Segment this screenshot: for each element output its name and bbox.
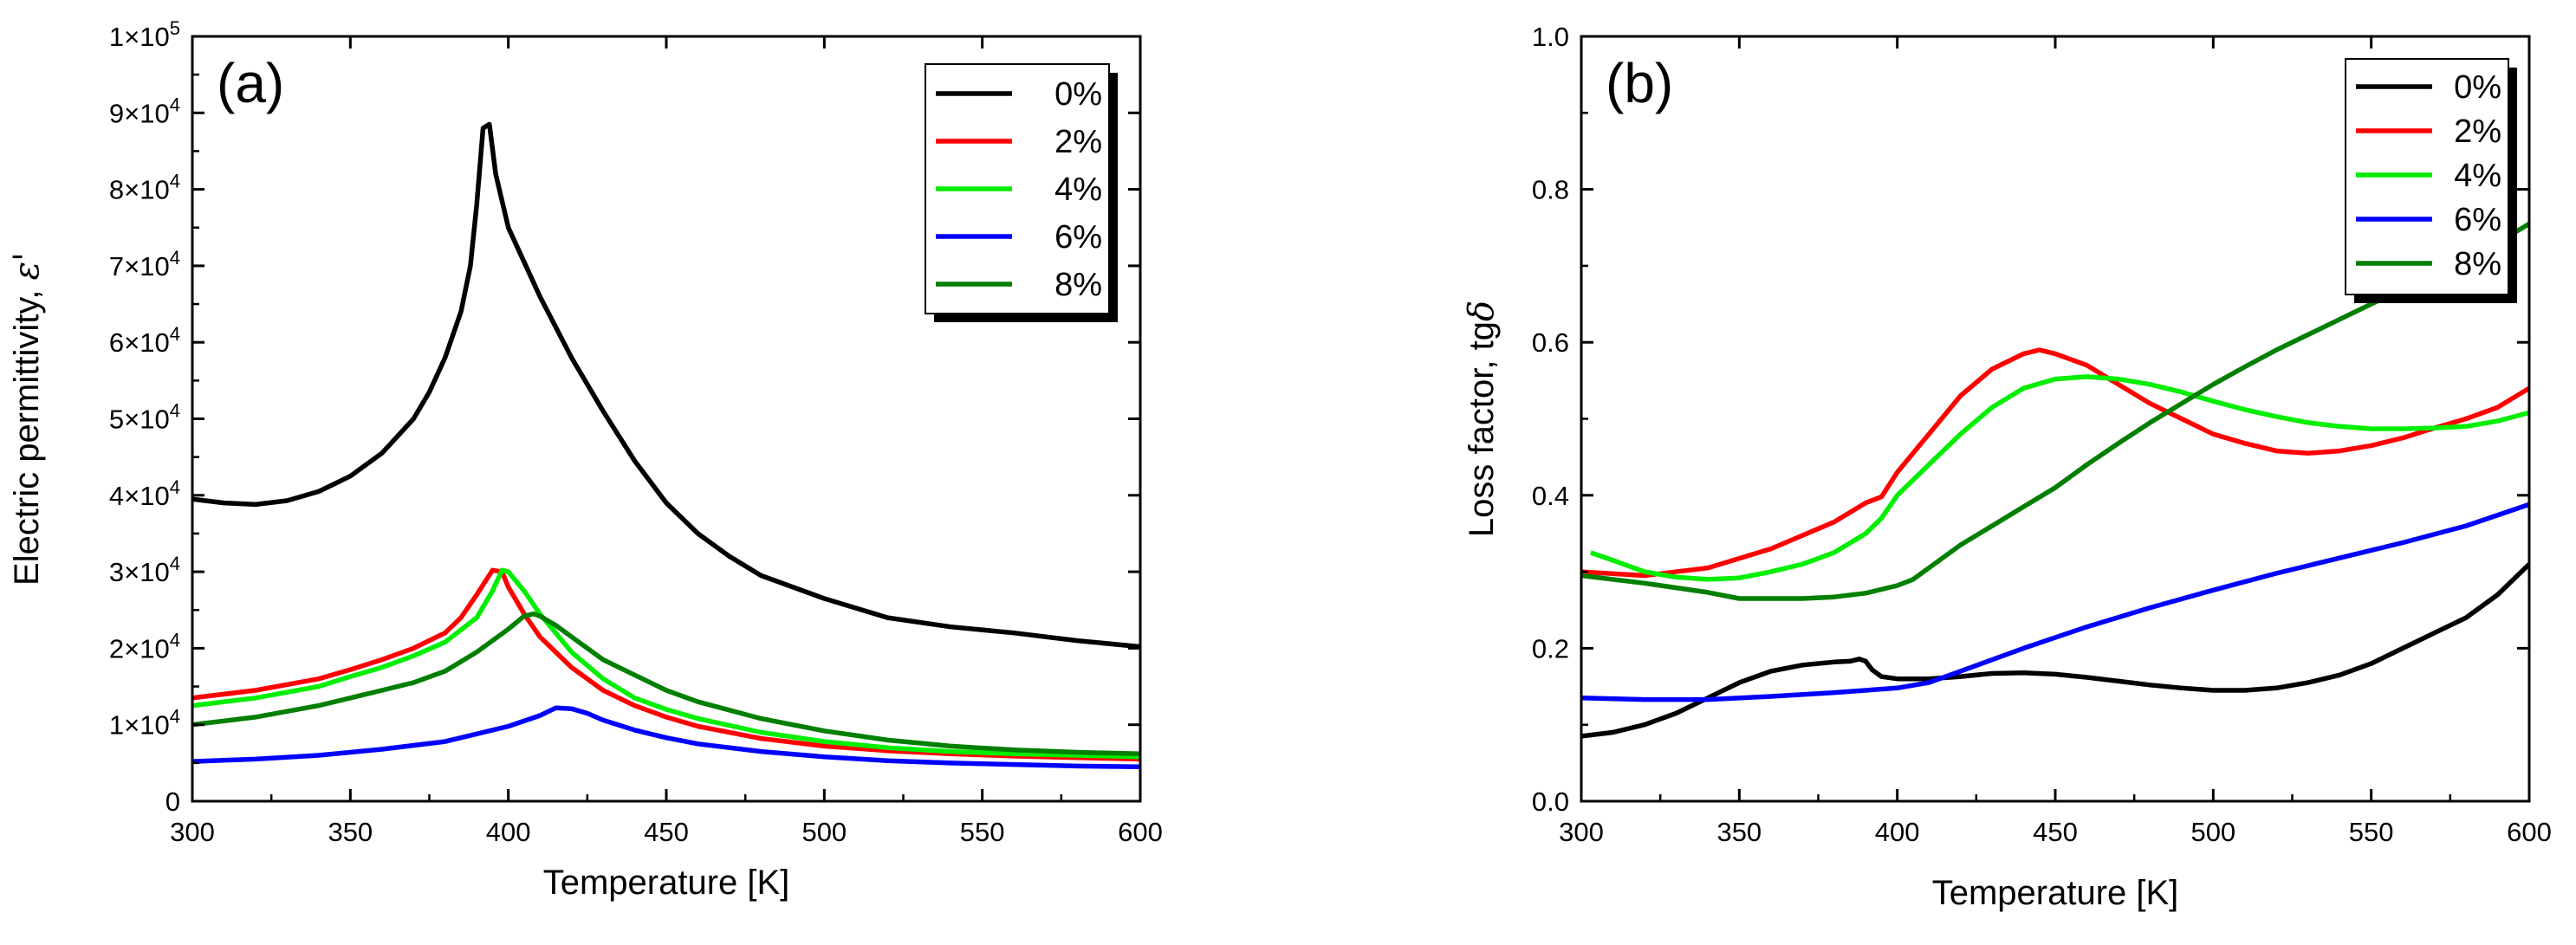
y-tick-label: 3×104 [109,553,180,587]
x-tick-label: 450 [644,817,689,847]
legend-label: 8% [2454,246,2501,282]
y-axis-title: Loss factor, tgδ [1462,301,1502,537]
legend: 0% 2% 4% 6% 8% [2345,58,2517,303]
series-group [192,121,1140,770]
x-tick-label: 600 [2507,817,2552,847]
y-tick-label: 0.6 [1532,327,1569,358]
legend-label: 0% [1054,76,1102,113]
y-tick-label: 6×104 [109,323,180,358]
series-line-8pct [192,611,1140,757]
x-tick-label: 300 [170,817,215,847]
series-group [1581,221,2529,739]
legend-label: 6% [2454,202,2501,238]
x-tick-label: 350 [328,817,373,847]
x-tick-label: 550 [960,817,1005,847]
y-tick-label: 7×104 [109,247,180,282]
y-tick-label: 0.4 [1532,481,1569,511]
x-tick-label: 350 [1716,817,1762,847]
x-axis-title: Temperature [K] [543,864,790,902]
series-line-2pct [1581,347,2529,579]
x-axis-title: Temperature [K] [1932,874,2179,912]
series-line-0pct [1581,562,2529,739]
series-line-4pct [192,567,1140,760]
x-tick-label: 400 [1875,817,1920,847]
y-tick-label: 0.8 [1532,175,1569,205]
y-tick-label: 1×104 [109,706,180,741]
legend-label: 0% [2454,69,2501,106]
x-tick-label: 500 [801,817,847,847]
chart-panel-b: 300 350 400 450 500 550 600 0.0 0.2 0.4 0.6 0.8 1.0 (… [1462,22,2552,912]
series-line-0pct [192,121,1140,650]
series-line-4pct [1589,374,2529,582]
series-line-2pct [192,567,1140,762]
series-line-6pct [192,705,1140,770]
y-tick-label: 0.0 [1532,786,1569,817]
y-tick-label: 5×104 [109,400,180,435]
legend-label: 4% [2454,158,2501,194]
x-tick-label: 450 [2033,817,2078,847]
panel-label: (b) [1606,52,1673,114]
x-tick-label: 400 [486,817,531,847]
x-tick-label: 600 [1118,817,1163,847]
legend: 0% 2% 4% 6% 8% [925,63,1118,322]
y-tick-label: 2×104 [109,629,180,663]
y-tick-label: 1×105 [109,17,180,52]
legend-label: 8% [1054,267,1102,303]
series-line-6pct [1581,502,2529,702]
y-tick-label: 4×104 [109,476,180,511]
legend-label: 6% [1054,219,1102,256]
y-axis-title: Electric permittivity, ε' [7,252,47,586]
x-tick-label: 300 [1559,817,1604,847]
legend-label: 4% [1054,172,1102,208]
y-tick-label: 0.2 [1532,633,1569,663]
legend-label: 2% [2454,113,2501,150]
y-tick-label: 1.0 [1532,22,1569,52]
y-tick-label: 9×104 [109,94,180,128]
x-tick-label: 500 [2190,817,2235,847]
y-tick-label: 0 [165,786,180,817]
x-tick-label: 550 [2349,817,2394,847]
panel-label: (a) [217,52,284,114]
chart-panel-a: 300 350 400 450 500 550 600 0 1×104 2×104 3×104 4×1… [7,17,1163,902]
legend-label: 2% [1054,124,1102,160]
y-tick-label: 8×104 [109,171,180,205]
